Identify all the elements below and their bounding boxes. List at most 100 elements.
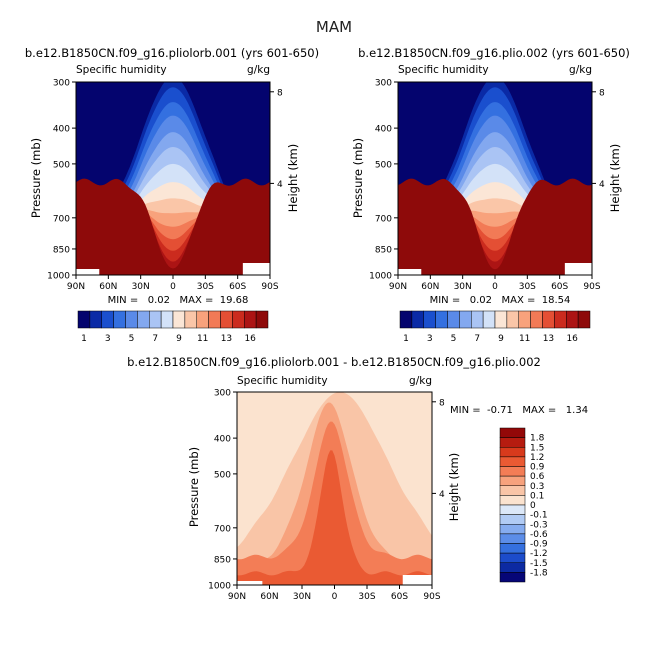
contour-plot: 300 400 500 700 850 1000 8 4 90N 60N 30N 0 30S 60S 90S — [208, 389, 445, 603]
colorbar-swatch — [471, 310, 484, 329]
y-axis-right-label: Height (km) — [286, 144, 300, 213]
colorbar-swatch — [530, 310, 543, 329]
colorbar-swatch — [566, 310, 579, 329]
y-axis-label: Pressure (mb) — [29, 138, 43, 218]
y-axis-label: Pressure (mb) — [351, 138, 365, 218]
x-tick-label: 90S — [583, 282, 600, 292]
colorbar-swatch — [518, 310, 531, 329]
colorbar-swatch — [208, 310, 221, 329]
contour-band — [76, 178, 270, 275]
colorbar-swatch — [499, 524, 526, 535]
colorbar-label: 0.6 — [530, 472, 545, 482]
y-tick-label: 850 — [214, 555, 231, 565]
x-tick-label: 90S — [261, 282, 278, 292]
colorbar-label: 0 — [530, 501, 536, 511]
colorbar-swatch — [101, 310, 114, 329]
colorbar-label: 11 — [197, 334, 208, 344]
y-tick-label: 850 — [53, 245, 70, 255]
colorbar-label: 5 — [451, 334, 457, 344]
y-tick-label: 300 — [53, 79, 70, 89]
panel-right-label: g/kg — [569, 64, 592, 76]
panel-right-label: g/kg — [247, 64, 270, 76]
colorbar-label: 3 — [427, 334, 433, 344]
right-tick-label: 4 — [439, 490, 445, 500]
x-tick-label: 60N — [421, 282, 439, 292]
colorbar-swatch — [499, 533, 526, 544]
colorbar-swatch — [89, 310, 102, 329]
x-tick-label: 90N — [389, 282, 407, 292]
figure-title: MAM — [316, 18, 352, 36]
colorbar-swatch — [113, 310, 126, 329]
colorbar-swatch — [196, 310, 209, 329]
topography-mask — [564, 263, 592, 275]
colorbar-label: 1.2 — [530, 453, 544, 463]
colorbar-swatch — [499, 466, 526, 477]
colorbar-label: 1.8 — [530, 434, 545, 444]
colorbar-swatch — [137, 310, 150, 329]
y-tick-label: 1000 — [369, 272, 392, 282]
colorbar-swatch — [499, 447, 526, 458]
colorbar-label: -0.9 — [530, 540, 548, 550]
topography-mask — [76, 269, 100, 275]
colorbar-swatch — [149, 310, 162, 329]
colorbar-label: 7 — [474, 334, 480, 344]
topography-mask — [237, 581, 263, 585]
x-tick-label: 0 — [492, 282, 498, 292]
panel-title: b.e12.B1850CN.f09_g16.pliolorb.001 - b.e… — [127, 355, 541, 369]
colorbar-swatch — [232, 310, 245, 329]
x-tick-label: 30N — [132, 282, 150, 292]
colorbar-label: 16 — [566, 334, 578, 344]
colorbar-label: -1.5 — [530, 559, 548, 569]
colorbar-label: 0.3 — [530, 482, 544, 492]
y-tick-label: 400 — [53, 125, 70, 135]
colorbar-label: -1.2 — [530, 549, 548, 559]
colorbar-swatch — [499, 572, 526, 583]
colorbar-swatch — [499, 504, 526, 515]
panel-difference: b.e12.B1850CN.f09_g16.pliolorb.001 - b.e… — [127, 355, 588, 602]
contour-band — [398, 178, 592, 275]
colorbar-swatch — [499, 437, 526, 448]
y-tick-label: 700 — [375, 214, 392, 224]
colorbar-swatch — [220, 310, 233, 329]
x-tick-label: 60S — [229, 282, 246, 292]
y-axis-right-label: Height (km) — [608, 144, 622, 213]
colorbar-label: 13 — [221, 334, 232, 344]
contour-band — [237, 450, 432, 585]
x-tick-label: 0 — [170, 282, 176, 292]
y-tick-label: 300 — [214, 389, 231, 399]
colorbar-label: 16 — [244, 334, 256, 344]
colorbar-swatch — [554, 310, 567, 329]
y-tick-label: 400 — [214, 435, 231, 445]
colorbar-swatch — [499, 495, 526, 506]
colorbar-label: 1.5 — [530, 443, 544, 453]
panel-left-label: Specific humidity — [76, 64, 167, 76]
y-tick-label: 400 — [375, 125, 392, 135]
right-tick-label: 8 — [277, 88, 283, 98]
colorbar-swatch — [399, 310, 413, 329]
colorbar-label: 0.9 — [530, 463, 545, 473]
colorbar-swatch — [499, 427, 526, 438]
panel-plio: b.e12.B1850CN.f09_g16.plio.002 (yrs 601-… — [351, 46, 630, 344]
colorbar-swatch — [423, 310, 436, 329]
contour-plot: 300 400 500 700 850 1000 8 4 90N 60N 30N 0 30S 60S 90S — [47, 79, 283, 293]
colorbar-label: -0.3 — [530, 520, 548, 530]
colorbar-label: 1 — [81, 334, 87, 344]
filled-contours — [237, 392, 432, 585]
filled-contours — [76, 82, 270, 275]
x-tick-label: 30S — [519, 282, 536, 292]
y-axis-label: Pressure (mb) — [187, 447, 201, 527]
x-tick-label: 0 — [332, 592, 338, 602]
colorbar-swatch — [184, 310, 197, 329]
contour-plot: 300 400 500 700 850 1000 8 4 90N 60N 30N 0 30S 60S 90S — [369, 79, 605, 293]
colorbar-swatch — [411, 310, 424, 329]
panel-title: b.e12.B1850CN.f09_g16.pliolorb.001 (yrs … — [25, 46, 319, 60]
panel-pliolorb: b.e12.B1850CN.f09_g16.pliolorb.001 (yrs … — [25, 46, 319, 344]
y-tick-label: 500 — [375, 160, 392, 170]
colorbar-swatch — [244, 310, 257, 329]
y-tick-label: 700 — [53, 214, 70, 224]
x-tick-label: 90N — [228, 592, 246, 602]
right-tick-label: 8 — [439, 398, 445, 408]
panel-right-label: g/kg — [409, 375, 432, 387]
right-tick-label: 4 — [599, 180, 605, 190]
colorbar-label: 3 — [105, 334, 111, 344]
